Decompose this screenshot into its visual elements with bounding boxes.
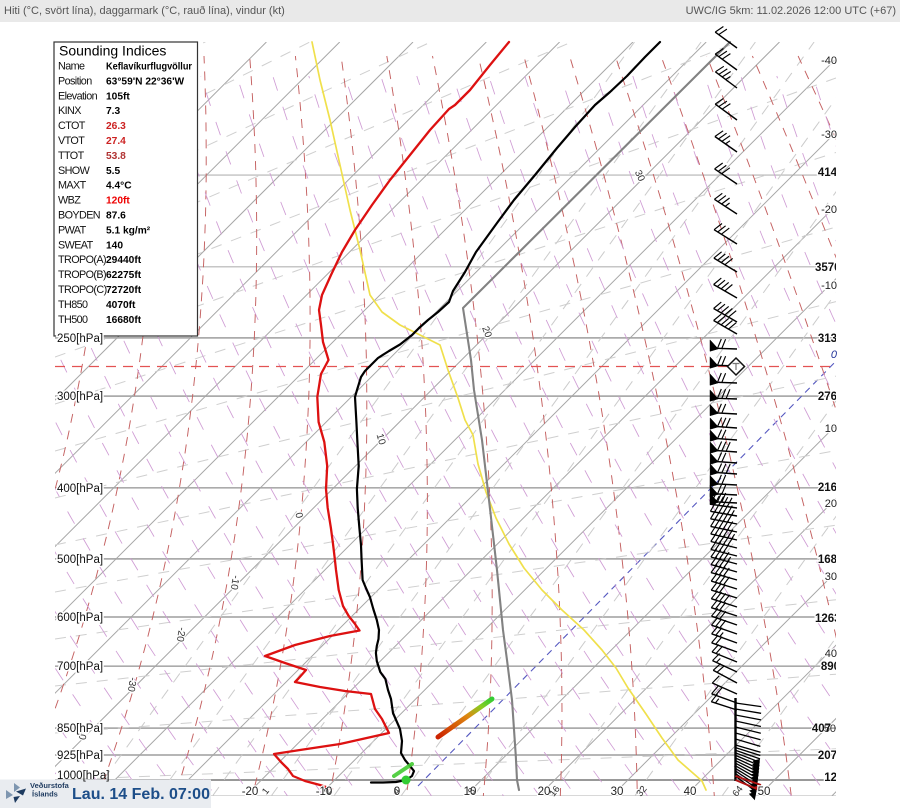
svg-text:10: 10	[825, 423, 837, 435]
svg-text:120ft: 120ft	[106, 196, 130, 207]
svg-text:700[hPa]: 700[hPa]	[57, 661, 103, 673]
svg-text:-40: -40	[821, 55, 837, 67]
svg-text:Sounding Indices: Sounding Indices	[59, 43, 166, 59]
svg-text:Position: Position	[58, 75, 92, 87]
svg-text:276: 276	[818, 391, 837, 403]
svg-text:40: 40	[825, 648, 837, 660]
svg-text:7.3: 7.3	[106, 106, 120, 117]
svg-text:10: 10	[374, 432, 388, 446]
svg-text:20: 20	[538, 786, 551, 798]
svg-text:PWAT: PWAT	[58, 224, 87, 236]
svg-text:SWEAT: SWEAT	[58, 239, 94, 251]
svg-text:72720ft: 72720ft	[106, 285, 142, 296]
svg-text:5.1 kg/m²: 5.1 kg/m²	[106, 225, 151, 236]
svg-text:-30: -30	[821, 129, 837, 141]
svg-text:Veðurstofa: Veðurstofa	[30, 781, 70, 790]
svg-text:4070ft: 4070ft	[106, 300, 136, 311]
svg-text:KINX: KINX	[58, 105, 81, 117]
svg-text:500[hPa]: 500[hPa]	[57, 554, 103, 566]
svg-text:TROPO(C): TROPO(C)	[58, 284, 107, 296]
svg-text:4.4°C: 4.4°C	[106, 181, 132, 192]
svg-text:WBZ: WBZ	[58, 195, 81, 207]
svg-text:MAXT: MAXT	[58, 180, 87, 192]
svg-text:Elevation: Elevation	[58, 90, 98, 102]
svg-text:TTOT: TTOT	[58, 150, 85, 162]
svg-text:-20: -20	[242, 786, 259, 798]
svg-text:Hiti (°C, svört lína), daggarm: Hiti (°C, svört lína), daggarmark (°C, r…	[4, 5, 285, 17]
svg-text:TH500: TH500	[58, 314, 88, 326]
svg-text:Íslands: Íslands	[32, 790, 58, 799]
svg-text:414: 414	[818, 167, 838, 179]
svg-text:0: 0	[394, 786, 400, 798]
svg-text:105ft: 105ft	[106, 91, 130, 102]
svg-text:1: 1	[260, 786, 272, 797]
svg-text:2: 2	[322, 786, 334, 797]
svg-text:30: 30	[611, 786, 624, 798]
svg-text:3570: 3570	[815, 262, 841, 274]
svg-text:925[hPa]: 925[hPa]	[57, 750, 103, 762]
svg-text:0: 0	[831, 349, 838, 361]
svg-text:VTOT: VTOT	[58, 135, 85, 147]
svg-text:40: 40	[684, 786, 697, 798]
svg-text:1263: 1263	[815, 613, 841, 625]
svg-text:53.8: 53.8	[106, 151, 126, 162]
svg-text:BOYDEN: BOYDEN	[58, 210, 100, 222]
svg-text:TROPO(A): TROPO(A)	[58, 254, 106, 266]
svg-text:4: 4	[391, 786, 403, 797]
svg-text:16680ft: 16680ft	[106, 315, 142, 326]
svg-text:313: 313	[818, 333, 837, 345]
svg-text:890: 890	[821, 661, 840, 673]
svg-text:-10: -10	[228, 574, 241, 591]
svg-text:8: 8	[466, 786, 478, 797]
svg-text:5.5: 5.5	[106, 166, 120, 177]
svg-text:29440ft: 29440ft	[106, 255, 142, 266]
svg-text:UWC/IG 5km: 11.02.2026 12:00 U: UWC/IG 5km: 11.02.2026 12:00 UTC (+67)	[686, 5, 896, 17]
svg-text:407: 407	[812, 723, 831, 735]
svg-text:-10: -10	[316, 786, 333, 798]
svg-text:600[hPa]: 600[hPa]	[57, 612, 103, 624]
svg-text:62275ft: 62275ft	[106, 270, 142, 281]
svg-text:CTOT: CTOT	[58, 120, 86, 132]
svg-text:87.6: 87.6	[106, 211, 126, 222]
svg-text:63°59'N 22°36'W: 63°59'N 22°36'W	[106, 76, 185, 87]
svg-text:-30: -30	[125, 676, 138, 693]
svg-text:216: 216	[818, 482, 837, 494]
svg-text:50: 50	[758, 786, 771, 798]
svg-text:27.4: 27.4	[106, 136, 126, 147]
svg-text:-20: -20	[174, 626, 187, 643]
svg-text:TH850: TH850	[58, 299, 88, 311]
svg-text:Lau. 14 Feb. 07:00: Lau. 14 Feb. 07:00	[72, 786, 210, 803]
svg-text:0: 0	[292, 512, 304, 520]
svg-text:-20: -20	[821, 204, 837, 216]
svg-text:207: 207	[818, 750, 837, 762]
svg-text:-10: -10	[821, 280, 837, 292]
svg-text:Name: Name	[58, 61, 85, 73]
svg-text:30: 30	[825, 571, 837, 583]
svg-text:20: 20	[825, 498, 837, 510]
svg-text:1000[hPa]: 1000[hPa]	[57, 770, 109, 782]
svg-text:10: 10	[464, 786, 477, 798]
svg-text:250[hPa]: 250[hPa]	[57, 333, 103, 345]
svg-text:140: 140	[106, 240, 123, 251]
svg-text:-40: -40	[76, 724, 89, 741]
svg-text:26.3: 26.3	[106, 121, 126, 132]
svg-text:12: 12	[824, 772, 837, 784]
svg-text:TROPO(B): TROPO(B)	[58, 269, 106, 281]
svg-text:168: 168	[818, 554, 838, 566]
svg-text:SHOW: SHOW	[58, 165, 91, 177]
svg-text:50: 50	[824, 723, 836, 735]
svg-text:850[hPa]: 850[hPa]	[57, 723, 103, 735]
svg-text:Keflavíkurflugvöllur: Keflavíkurflugvöllur	[106, 62, 192, 73]
svg-text:400[hPa]: 400[hPa]	[57, 483, 103, 495]
svg-text:300[hPa]: 300[hPa]	[57, 391, 103, 403]
